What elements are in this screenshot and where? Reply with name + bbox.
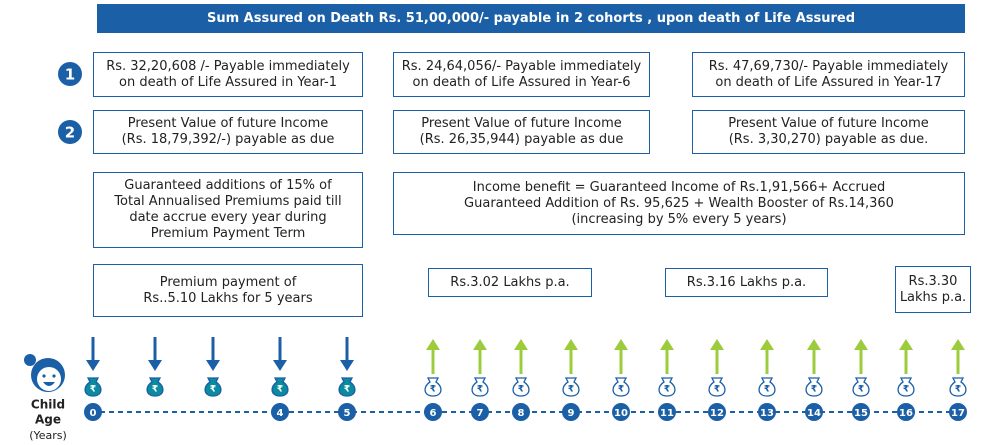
premium-arrowhead (273, 360, 287, 371)
currency-symbol: ₹ (618, 385, 624, 395)
currency-symbol: ₹ (664, 385, 670, 395)
premium-arrowhead (340, 360, 354, 371)
box-line: on death of Life Assured in Year-6 (413, 75, 631, 91)
payout-box: Rs.3.02 Lakhs p.a. (428, 268, 592, 297)
box-line: Income benefit = Guaranteed Income of Rs… (473, 180, 885, 196)
age-label: (Years) (29, 429, 67, 442)
age-value: 12 (710, 408, 724, 419)
income-arrowhead (854, 339, 868, 350)
death-benefit-box: Rs. 24,64,056/- Payable immediatelyon de… (393, 52, 650, 97)
box-line: (Rs. 3,30,270) payable as due. (729, 132, 929, 148)
income-arrowhead (473, 339, 487, 350)
income-arrowhead (660, 339, 674, 350)
age-value: 10 (614, 408, 628, 419)
child-face (37, 367, 61, 391)
box-line: Rs..5.10 Lakhs for 5 years (143, 291, 312, 307)
income-value-box: Present Value of future Income(Rs. 26,35… (393, 110, 650, 154)
premium-arrowhead (206, 360, 220, 371)
age-label: Child (31, 398, 65, 412)
child-hair-bun (24, 354, 36, 366)
currency-symbol: ₹ (568, 385, 574, 395)
income-arrowhead (514, 339, 528, 350)
premium-arrowhead (148, 360, 162, 371)
box-line: Rs.3.30 (909, 274, 958, 290)
age-value: 4 (277, 408, 284, 419)
income-arrowhead (614, 339, 628, 350)
age-value: 5 (344, 408, 351, 419)
age-value: 0 (90, 408, 97, 419)
payout-box: Rs.3.16 Lakhs p.a. (665, 268, 828, 297)
box-line: (Rs. 26,35,944) payable as due (420, 132, 624, 148)
box-line: on death of Life Assured in Year-1 (119, 75, 337, 91)
child-eye (42, 374, 45, 377)
box-line: date accrue every year during (129, 210, 326, 226)
age-value: 17 (951, 408, 965, 419)
income-arrowhead (710, 339, 724, 350)
age-value: 8 (518, 408, 525, 419)
income-arrowhead (564, 339, 578, 350)
box-line: Rs. 47,69,730/- Payable immediately (709, 59, 948, 75)
currency-symbol: ₹ (714, 385, 720, 395)
currency-symbol: ₹ (903, 385, 909, 395)
box-line: Guaranteed Addition of Rs. 95,625 + Weal… (464, 196, 894, 212)
age-value: 13 (760, 408, 774, 419)
income-arrowhead (807, 339, 821, 350)
box-line: Rs.3.02 Lakhs p.a. (450, 275, 569, 291)
currency-symbol: ₹ (210, 385, 216, 395)
step-marker-label: 2 (65, 124, 75, 142)
age-value: 16 (899, 408, 913, 419)
income-benefit-box: Income benefit = Guaranteed Income of Rs… (393, 172, 965, 235)
box-line: Lakhs p.a. (900, 290, 966, 306)
box-line: on death of Life Assured in Year-17 (715, 75, 941, 91)
child-eye (52, 374, 55, 377)
age-value: 11 (660, 408, 674, 419)
payout-box: Premium payment ofRs..5.10 Lakhs for 5 y… (93, 264, 363, 317)
income-value-box: Present Value of future Income(Rs. 18,79… (93, 110, 363, 154)
currency-symbol: ₹ (152, 385, 158, 395)
currency-symbol: ₹ (344, 385, 350, 395)
box-line: Present Value of future Income (421, 116, 622, 132)
box-line: Premium Payment Term (151, 226, 306, 242)
age-value: 7 (477, 408, 484, 419)
age-value: 9 (568, 408, 575, 419)
box-line: Guaranteed additions of 15% of (124, 178, 331, 194)
box-line: (Rs. 18,79,392/-) payable as due (122, 132, 335, 148)
currency-symbol: ₹ (477, 385, 483, 395)
box-line: (increasing by 5% every 5 years) (571, 212, 786, 228)
box-line: Present Value of future Income (728, 116, 929, 132)
age-label: Age (35, 413, 61, 427)
box-line: Premium payment of (160, 275, 297, 291)
death-benefit-box: Rs. 32,20,608 /- Payable immediatelyon d… (93, 52, 363, 97)
currency-symbol: ₹ (955, 385, 961, 395)
income-arrowhead (951, 339, 965, 350)
page: Sum Assured on Death Rs. 51,00,000/- pay… (0, 0, 983, 445)
box-line: Rs. 32,20,608 /- Payable immediately (106, 59, 350, 75)
currency-symbol: ₹ (858, 385, 864, 395)
income-value-box: Present Value of future Income(Rs. 3,30,… (692, 110, 965, 154)
currency-symbol: ₹ (277, 385, 283, 395)
income-arrowhead (426, 339, 440, 350)
income-arrowhead (760, 339, 774, 350)
age-value: 14 (807, 408, 821, 419)
currency-symbol: ₹ (90, 385, 96, 395)
currency-symbol: ₹ (430, 385, 436, 395)
box-line: Present Value of future Income (128, 116, 329, 132)
income-arrowhead (899, 339, 913, 350)
age-value: 6 (430, 408, 437, 419)
currency-symbol: ₹ (811, 385, 817, 395)
box-line: Rs.3.16 Lakhs p.a. (687, 275, 806, 291)
step-marker-label: 1 (65, 66, 75, 84)
box-line: Total Annualised Premiums paid till (114, 194, 341, 210)
box-line: Rs. 24,64,056/- Payable immediately (402, 59, 641, 75)
age-value: 15 (854, 408, 868, 419)
currency-symbol: ₹ (518, 385, 524, 395)
premium-arrowhead (86, 360, 100, 371)
currency-symbol: ₹ (764, 385, 770, 395)
